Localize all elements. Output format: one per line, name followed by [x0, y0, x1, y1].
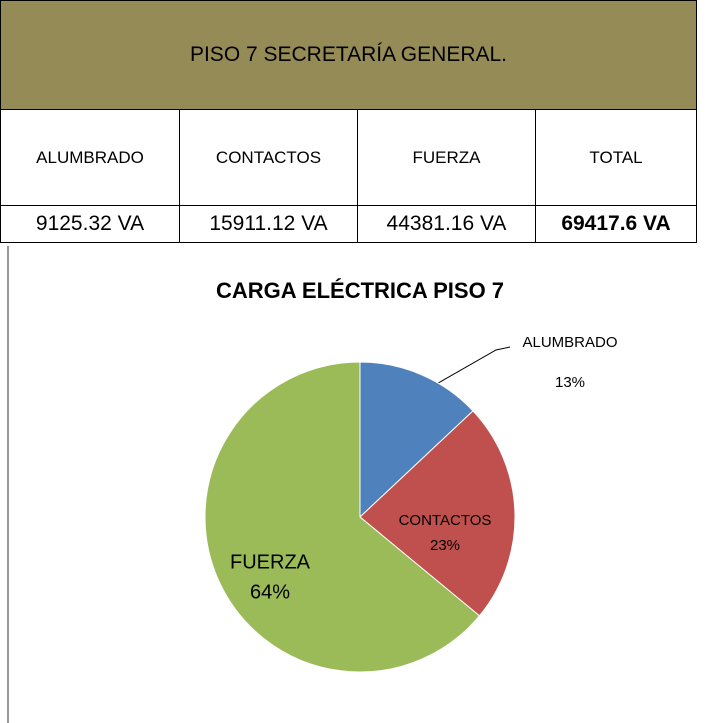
leader-line — [432, 346, 511, 387]
header-cell: ALUMBRADO — [0, 109, 180, 206]
pie-slice — [204, 361, 481, 673]
header-cell: TOTAL — [535, 109, 697, 206]
value-cell: 9125.32 VA — [0, 205, 180, 243]
slice-label: 23% — [430, 537, 460, 554]
chart-title: CARGA ELÉCTRICA PISO 7 — [216, 278, 504, 303]
pie-slice — [359, 410, 516, 617]
value-cell: 44381.16 VA — [357, 205, 536, 243]
slice-category: FUERZA — [230, 551, 311, 573]
pie-slice — [359, 361, 474, 519]
table-title: PISO 7 SECRETARÍA GENERAL. — [0, 0, 697, 110]
header-cell: CONTACTOS — [179, 109, 358, 206]
slice-category: CONTACTOS — [399, 512, 492, 529]
slice-category: ALUMBRADO — [522, 334, 617, 351]
value-cell: 15911.12 VA — [179, 205, 358, 243]
slice-label: 13% — [555, 374, 585, 391]
summary-table: PISO 7 SECRETARÍA GENERAL. ALUMBRADO CON… — [0, 0, 697, 243]
total-cell: 69417.6 VA — [535, 205, 697, 243]
slice-label: 64% — [250, 581, 290, 603]
